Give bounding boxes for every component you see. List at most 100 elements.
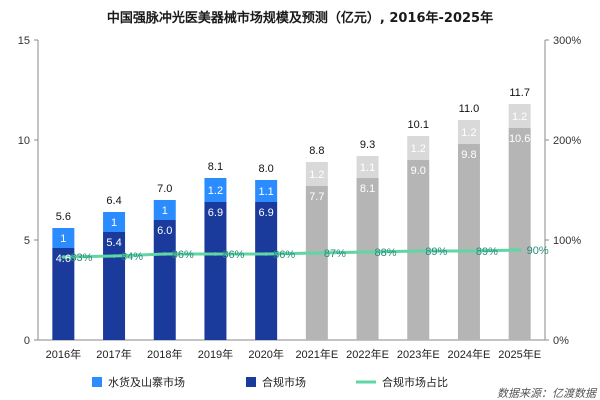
total-label: 11.7 [509,87,530,99]
grey-market-value-label: 1 [111,217,117,229]
share-line-point [61,255,66,259]
x-tick-label: 2017年 [96,347,131,361]
bar-grey-market [356,156,379,178]
grey-market-value-label: 1.2 [309,169,324,181]
bar-grey-market [457,120,480,144]
grey-market-value-label: 1.2 [461,127,476,139]
x-tick-label: 2022年E [346,347,389,361]
legend: 水货及山寨市场 合规市场 合规市场占比 [92,375,448,389]
bar-compliant-market [52,248,75,340]
share-percent-label: 88% [375,247,397,259]
bar-compliant-market [204,202,227,340]
y-right-tick-label: 0% [553,335,569,347]
bar-grey-market [153,200,176,220]
grey-market-value-label: 1 [162,205,168,217]
x-tick-label: 2020年 [248,347,283,361]
share-line-point [517,248,522,252]
total-label: 6.4 [106,195,121,207]
share-percent-label: 86% [172,249,194,261]
share-percent-label: 86% [222,249,244,261]
grey-market-value-label: 1.2 [512,111,527,123]
share-percent-label: 84% [121,251,143,263]
legend-label-compliant-market: 合规市场 [262,375,306,389]
total-label: 11.0 [459,103,480,115]
legend-swatch-grey-market [92,377,102,387]
grey-market-value-label: 1 [60,233,66,245]
total-label: 8.0 [259,163,274,175]
y-right-tick-label: 300% [553,35,581,47]
bar-compliant-market [255,202,278,340]
grey-market-value-label: 1.2 [411,143,426,155]
grey-market-value-label: 1.1 [360,162,375,174]
share-line-point [416,249,421,253]
source-note: 数据来源：亿渡数据 [497,387,598,400]
compliant-market-value-label: 6.0 [157,225,172,237]
grey-market-value-label: 1.1 [259,186,274,198]
y-left-tick-label: 15 [18,35,30,47]
bar-compliant-market [508,128,531,340]
total-label: 8.1 [208,161,223,173]
bar-grey-market [255,180,278,202]
bar-compliant-market [356,178,379,340]
bar-grey-market [305,162,328,186]
y-left-tick-label: 0 [24,335,30,347]
x-tick-label: 2016年 [46,347,81,361]
bar-compliant-market [103,232,126,340]
data-labels: 5.6 1 4.6 2016年 6.4 1 5.4 2017年 7.0 1 6.0 2018年 8.1 1… [46,87,541,361]
x-tick-label: 2025年E [498,347,541,361]
share-line-point [162,252,167,256]
share-percent-label: 87% [324,248,346,260]
y-right-tick-label: 200% [553,135,581,147]
share-line-point [315,251,319,255]
share-line-point [264,252,268,256]
bar-grey-market [508,104,531,128]
share-line-path [63,248,520,259]
x-tick-label: 2021年E [295,347,338,361]
bar-grey-market [103,212,126,232]
share-percent-label: 89% [476,246,498,258]
axes: 0 5 10 15 0% 100% 200% 300% [18,35,582,347]
share-percent-label: 89% [425,246,447,258]
compliant-market-value-label: 8.1 [360,183,375,195]
y-right-tick-label: 100% [553,235,581,247]
x-tick-label: 2018年 [147,347,182,361]
total-label: 10.1 [408,119,429,131]
legend-label-grey-market: 水货及山寨市场 [108,375,185,389]
compliant-market-value-label: 4.6 [56,253,71,265]
compliant-market-value-label: 7.7 [309,191,324,203]
total-label: 8.8 [309,145,324,157]
share-percent-label: 86% [273,249,295,261]
grey-market-value-label: 1.2 [208,185,223,197]
compliant-market-value-label: 9.0 [411,165,426,177]
y-left-tick-label: 10 [18,135,30,147]
share-line-point [112,254,116,258]
bars [52,104,531,340]
bar-compliant-market [305,186,328,340]
bar-grey-market [407,136,430,160]
share-line-point [213,252,218,256]
compliant-market-value-label: 10.6 [509,133,530,145]
bar-grey-market [204,178,227,202]
legend-swatch-compliant-market [246,377,256,387]
bar-grey-market [52,228,75,248]
total-label: 7.0 [157,183,172,195]
share-line-point [467,249,471,253]
x-tick-label: 2019年 [198,347,233,361]
x-tick-label: 2023年E [397,347,440,361]
total-label: 9.3 [360,139,375,151]
chart-title: 中国强脉冲光医美器械市场规模及预测（亿元）, 2016年-2025年 [107,10,493,26]
bar-compliant-market [457,144,480,340]
total-label: 5.6 [56,211,71,223]
x-tick-label: 2024年E [448,347,491,361]
share-line-series: 83% 84% 86% 86% 86% 87% 88% 89% 89% 90% [61,245,549,264]
share-line-point [365,250,370,254]
compliant-market-value-label: 6.9 [208,207,223,219]
compliant-market-value-label: 6.9 [259,207,274,219]
share-percent-label: 83% [70,252,92,264]
compliant-market-value-label: 9.8 [461,149,476,161]
y-left-tick-label: 5 [24,235,30,247]
share-percent-label: 90% [527,245,549,257]
bar-compliant-market [153,220,176,340]
legend-label-compliant-share: 合规市场占比 [382,375,448,389]
